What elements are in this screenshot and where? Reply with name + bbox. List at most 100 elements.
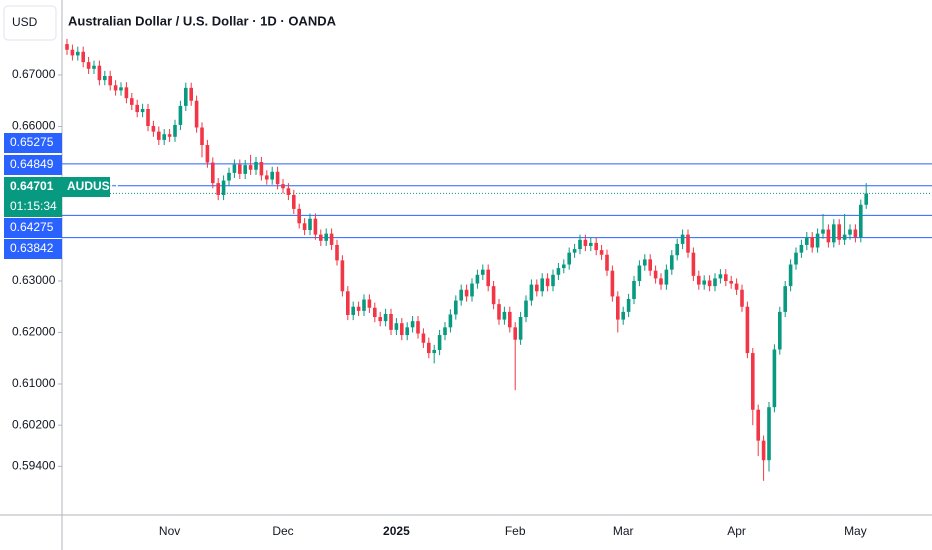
candle-body [324, 233, 328, 241]
candle-body [718, 274, 723, 279]
candle-body [362, 299, 366, 311]
candle-body [378, 317, 382, 322]
candle-body [805, 237, 809, 245]
level-label-box [4, 155, 62, 175]
level-label-box [4, 218, 62, 238]
candle-body [292, 194, 296, 209]
candle-body [103, 76, 107, 81]
candle-body [346, 291, 350, 315]
candle-body [783, 286, 787, 312]
candle-body [632, 280, 636, 300]
candle-body [227, 172, 231, 181]
candle-body [826, 229, 831, 243]
candle-body [400, 323, 404, 336]
candle-body [356, 306, 361, 311]
candle-body [486, 269, 490, 287]
candle-body [810, 237, 814, 248]
candle-body [761, 440, 766, 461]
candle-body [302, 223, 307, 230]
candle-body [610, 270, 615, 297]
candle-body [275, 171, 280, 185]
candle-body [740, 289, 744, 307]
candle-body [686, 234, 690, 253]
currency: USD [12, 15, 38, 29]
candle-body [680, 234, 685, 244]
candle-body [416, 321, 420, 334]
y-tick-label: 0.60200 [12, 417, 56, 431]
candle-body [265, 175, 269, 180]
candle-body [86, 62, 91, 69]
x-tick-label: Apr [727, 524, 746, 538]
candle-body [140, 108, 145, 113]
candle-body [464, 289, 469, 297]
candle-body [578, 239, 582, 250]
candle-body [313, 218, 318, 235]
candle-body [421, 333, 426, 343]
candle-body [637, 265, 642, 281]
candle-body [616, 296, 620, 320]
candle-body [799, 244, 804, 253]
candle-body [491, 286, 496, 305]
candle-body [643, 259, 647, 266]
candle-body [864, 193, 868, 205]
candle-body [734, 283, 739, 290]
candle-body [518, 317, 523, 340]
candle-body [713, 278, 717, 287]
candle-body [254, 162, 258, 170]
candle-body [351, 306, 355, 315]
candle-body [815, 233, 820, 248]
candle-body [470, 283, 474, 297]
candle-body [124, 87, 129, 99]
candle-body [259, 162, 264, 176]
candle-body [529, 284, 534, 301]
candle-body [232, 164, 237, 173]
candle-body [745, 306, 750, 354]
candle-body [551, 274, 555, 287]
candle-body [243, 165, 247, 174]
candle-body [481, 269, 485, 275]
candle-body [653, 270, 658, 279]
candle-body [832, 224, 836, 243]
candle-body [848, 229, 852, 235]
candle-body [373, 307, 377, 318]
candle-body [459, 289, 463, 301]
candle-body [335, 244, 339, 261]
candle-body [329, 233, 334, 245]
candle-body [756, 409, 760, 441]
candle-body [545, 278, 550, 287]
x-tick-label: Dec [272, 524, 293, 538]
candle-body [113, 85, 118, 91]
candle-body [572, 249, 577, 253]
candle-body [405, 327, 409, 336]
candle-body [648, 259, 652, 271]
symbol-box [62, 177, 110, 197]
candle-body [626, 299, 631, 312]
candle-body [151, 125, 156, 132]
candle-body [238, 164, 242, 174]
candle-body [178, 105, 183, 125]
candle-body [157, 131, 161, 140]
candle-body [497, 304, 501, 320]
candle-body [599, 250, 604, 255]
candle-body [367, 299, 372, 308]
candle-body [788, 264, 793, 287]
candle-body [589, 242, 593, 246]
candle-body [621, 311, 625, 320]
candle-body [794, 252, 798, 265]
candle-body [729, 280, 733, 284]
candle-body [173, 124, 177, 137]
candle-body [837, 224, 841, 240]
candle-body [65, 44, 69, 50]
candle-body [70, 49, 75, 56]
candle-body [427, 342, 431, 354]
candle-body [286, 188, 291, 195]
currency-box[interactable] [3, 5, 57, 41]
candle-body [200, 127, 204, 146]
y-tick-label: 0.61000 [12, 376, 56, 390]
candle-body [221, 180, 226, 195]
candle-body [297, 208, 301, 224]
level-label: 0.63842 [10, 241, 54, 255]
candle-body [167, 134, 172, 137]
